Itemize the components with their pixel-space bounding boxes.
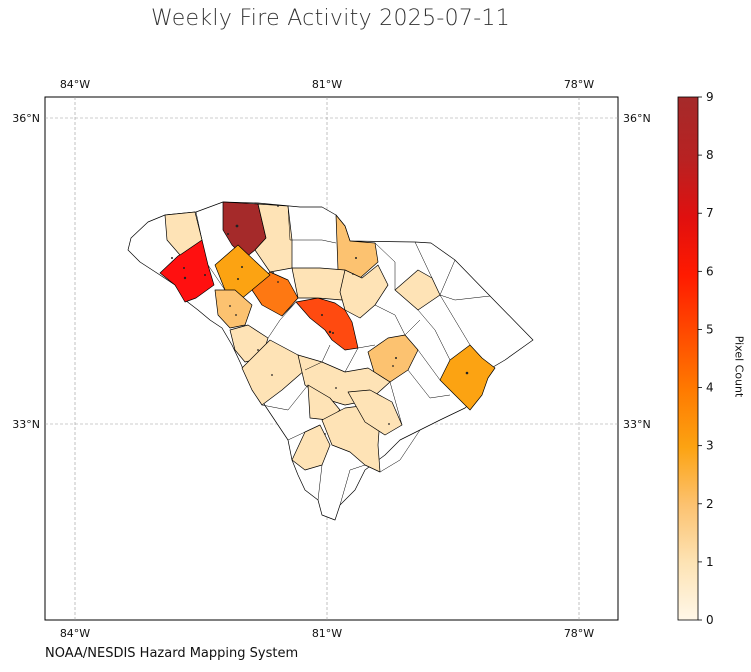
county-chester: [291, 267, 346, 301]
lon-tick-top-84: 84°W: [60, 78, 90, 91]
colorbar-tick-label: 4: [706, 381, 714, 395]
map-title: Weekly Fire Activity 2025-07-11: [150, 6, 511, 31]
colorbar-tick-label: 7: [706, 206, 714, 220]
lon-tick-bottom-84: 84°W: [60, 627, 90, 640]
county-aiken: [241, 339, 306, 406]
lat-tick-right-33: 33°N: [623, 418, 651, 431]
county-georgetown: [439, 344, 496, 411]
colorbar-tick-label: 2: [706, 497, 714, 511]
colorbar-tick-label: 8: [706, 148, 714, 162]
county-abbeville: [214, 289, 253, 329]
lon-tick-bottom-78: 78°W: [564, 627, 594, 640]
colorbar-tick-label: 5: [706, 322, 714, 336]
attribution-text: NOAA/NESDIS Hazard Mapping System: [45, 646, 299, 661]
lat-tick-left-36: 36°N: [12, 112, 40, 125]
lon-tick-top-78: 78°W: [564, 78, 594, 91]
lon-tick-top-81: 81°W: [312, 78, 342, 91]
lon-tick-bottom-81: 81°W: [312, 627, 342, 640]
colorbar-tick-label: 3: [706, 439, 714, 453]
lat-tick-left-33: 33°N: [12, 418, 40, 431]
lat-tick-right-36: 36°N: [623, 112, 651, 125]
colorbar-label: Pixel Count: [732, 335, 746, 398]
colorbar-tick-label: 1: [706, 555, 714, 569]
colorbar-tick-label: 6: [706, 264, 714, 278]
colorbar-ticks: 0 1 2 3 4 5 6 7 8 9: [698, 90, 714, 627]
fire-points: [171, 205, 469, 435]
county-marion: [394, 269, 441, 311]
state-map: [127, 201, 534, 521]
colorbar-tick-label: 9: [706, 90, 714, 104]
colorbar-tick-label: 0: [706, 613, 714, 627]
colorbar: [677, 96, 699, 621]
county-york: [254, 203, 293, 273]
county-oconee: [164, 211, 203, 256]
